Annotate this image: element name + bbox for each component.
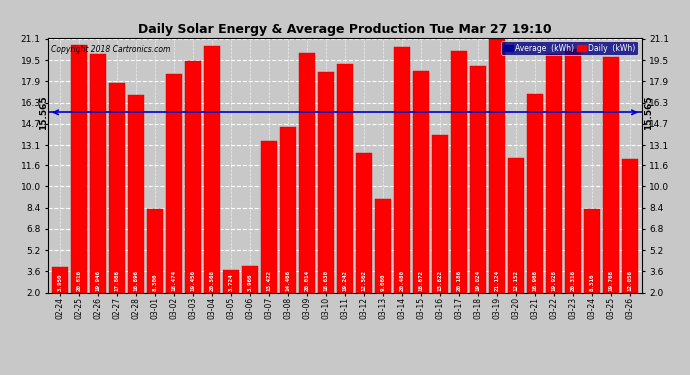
Text: 19.242: 19.242 (342, 270, 348, 291)
Bar (527, 94, 543, 292)
Text: 15.565: 15.565 (39, 95, 48, 130)
Text: 13.422: 13.422 (266, 270, 271, 291)
Text: 3.950: 3.950 (57, 274, 62, 291)
Text: 21.124: 21.124 (495, 270, 500, 291)
Bar (451, 51, 467, 292)
Text: 20.610: 20.610 (76, 270, 81, 291)
Bar (622, 159, 638, 292)
Bar (204, 46, 220, 292)
Bar (375, 199, 391, 292)
Text: 18.630: 18.630 (324, 270, 328, 291)
Bar (52, 267, 68, 292)
Text: 14.466: 14.466 (286, 270, 290, 291)
Bar (432, 135, 448, 292)
Text: 20.014: 20.014 (304, 270, 309, 291)
Text: 9.060: 9.060 (381, 274, 386, 291)
Text: Copyright 2018 Cartronics.com: Copyright 2018 Cartronics.com (51, 45, 170, 54)
Text: 19.946: 19.946 (95, 270, 100, 291)
Bar (128, 94, 144, 292)
Text: 12.502: 12.502 (362, 270, 366, 291)
Bar (508, 158, 524, 292)
Bar (241, 266, 258, 292)
Text: 20.568: 20.568 (209, 270, 215, 291)
Bar (470, 66, 486, 292)
Text: 17.808: 17.808 (115, 270, 119, 291)
Title: Daily Solar Energy & Average Production Tue Mar 27 19:10: Daily Solar Energy & Average Production … (138, 23, 552, 36)
Bar (261, 141, 277, 292)
Bar (70, 45, 87, 292)
Bar (565, 49, 581, 292)
Text: 13.822: 13.822 (437, 270, 442, 291)
Bar (147, 209, 163, 292)
Bar (280, 127, 296, 292)
Text: 3.966: 3.966 (248, 274, 253, 291)
Text: 8.300: 8.300 (152, 274, 157, 291)
Bar (166, 74, 182, 292)
Text: 19.024: 19.024 (475, 270, 481, 291)
Text: 20.186: 20.186 (457, 270, 462, 291)
Bar (299, 53, 315, 292)
Bar (185, 61, 201, 292)
Bar (584, 209, 600, 292)
Text: 20.480: 20.480 (400, 270, 404, 291)
Bar (90, 54, 106, 292)
Bar (603, 57, 620, 292)
Bar (318, 72, 334, 292)
Text: 19.928: 19.928 (552, 270, 557, 291)
Bar (489, 39, 505, 292)
Text: 12.056: 12.056 (628, 270, 633, 291)
Bar (109, 82, 125, 292)
Text: 8.316: 8.316 (590, 274, 595, 291)
Text: 16.968: 16.968 (533, 270, 538, 291)
Bar (356, 153, 372, 292)
Text: 15.565: 15.565 (644, 95, 653, 130)
Text: 19.768: 19.768 (609, 270, 614, 291)
Bar (337, 63, 353, 292)
Legend: Average  (kWh), Daily  (kWh): Average (kWh), Daily (kWh) (501, 41, 638, 55)
Text: 20.316: 20.316 (571, 270, 575, 291)
Bar (223, 270, 239, 292)
Text: 3.724: 3.724 (228, 274, 233, 291)
Text: 18.474: 18.474 (171, 270, 177, 291)
Text: 19.456: 19.456 (190, 270, 195, 291)
Bar (413, 71, 429, 292)
Text: 16.896: 16.896 (133, 270, 138, 291)
Bar (546, 54, 562, 292)
Text: 12.152: 12.152 (513, 270, 519, 291)
Text: 18.672: 18.672 (419, 270, 424, 291)
Bar (394, 47, 410, 292)
